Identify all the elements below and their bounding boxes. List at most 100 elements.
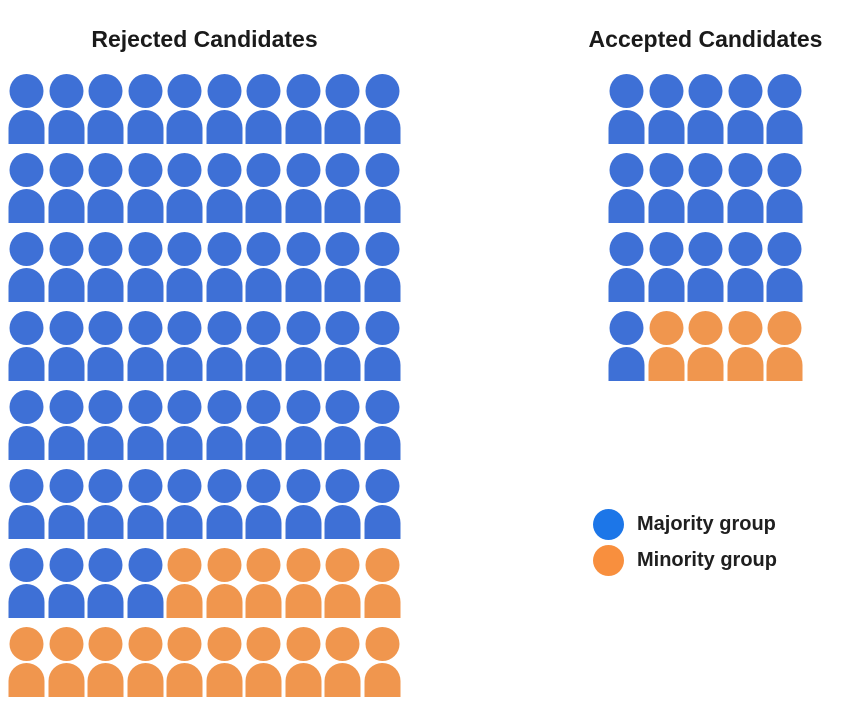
person-icon-minority <box>245 548 282 619</box>
person-icon-majority <box>8 311 45 382</box>
person-icon-majority <box>364 153 400 224</box>
person-icon-majority <box>285 153 321 224</box>
person-icon-majority <box>364 74 400 145</box>
accepted-pictogram-grid <box>608 74 803 382</box>
person-icon-majority <box>648 153 684 224</box>
person-icon-majority <box>245 153 282 224</box>
person-icon-minority <box>324 548 361 619</box>
accepted-chart-title: Accepted Candidates <box>588 26 823 52</box>
person-icon-majority <box>127 74 163 145</box>
person-icon-minority <box>127 627 163 698</box>
person-icon-majority <box>364 311 400 382</box>
person-icon-majority <box>324 390 361 461</box>
person-icon-minority <box>166 548 203 619</box>
person-icon-majority <box>285 469 321 540</box>
person-icon-minority <box>285 548 321 619</box>
person-icon-majority <box>8 469 45 540</box>
person-icon-majority <box>364 469 400 540</box>
person-icon-majority <box>8 153 45 224</box>
person-icon-majority <box>48 311 84 382</box>
person-icon-majority <box>48 469 84 540</box>
person-icon-majority <box>166 469 203 540</box>
person-icon-majority <box>127 232 163 303</box>
person-icon-majority <box>687 232 724 303</box>
person-icon-majority <box>608 311 645 382</box>
person-icon-majority <box>166 232 203 303</box>
person-icon-majority <box>48 390 84 461</box>
pictogram-row <box>8 232 401 303</box>
person-icon-majority <box>48 74 84 145</box>
person-icon-majority <box>206 311 242 382</box>
person-icon-majority <box>687 74 724 145</box>
majority-group-label: Majority group <box>637 513 776 535</box>
legend: Majority group Minority group <box>593 509 777 581</box>
rejected-pictogram-grid <box>8 74 401 698</box>
person-icon-majority <box>245 232 282 303</box>
person-icon-minority <box>285 627 321 698</box>
person-icon-minority <box>648 311 684 382</box>
person-icon-majority <box>127 469 163 540</box>
person-icon-minority <box>206 548 242 619</box>
person-icon-majority <box>324 469 361 540</box>
person-icon-majority <box>127 390 163 461</box>
person-icon-majority <box>766 74 803 145</box>
person-icon-majority <box>87 469 124 540</box>
person-icon-majority <box>206 469 242 540</box>
person-icon-majority <box>166 311 203 382</box>
accepted-candidates-chart: Accepted Candidates <box>589 0 822 390</box>
pictogram-row <box>608 74 803 145</box>
person-icon-majority <box>364 390 400 461</box>
pictogram-row <box>8 153 401 224</box>
person-icon-majority <box>48 548 84 619</box>
majority-group-swatch-icon <box>593 509 624 540</box>
person-icon-majority <box>8 390 45 461</box>
pictogram-row <box>8 548 401 619</box>
person-icon-majority <box>245 469 282 540</box>
person-icon-minority <box>766 311 803 382</box>
person-icon-majority <box>608 74 645 145</box>
person-icon-minority <box>687 311 724 382</box>
person-icon-majority <box>87 390 124 461</box>
minority-group-label: Minority group <box>637 549 777 571</box>
person-icon-majority <box>285 74 321 145</box>
pictogram-row <box>8 627 401 698</box>
pictogram-row <box>8 390 401 461</box>
person-icon-majority <box>245 311 282 382</box>
person-icon-majority <box>166 153 203 224</box>
person-icon-majority <box>324 153 361 224</box>
person-icon-majority <box>127 153 163 224</box>
person-icon-minority <box>87 627 124 698</box>
person-icon-majority <box>87 311 124 382</box>
person-icon-majority <box>766 153 803 224</box>
rejected-candidates-chart: Rejected Candidates <box>8 0 401 706</box>
person-icon-majority <box>206 74 242 145</box>
person-icon-majority <box>245 74 282 145</box>
person-icon-majority <box>324 74 361 145</box>
person-icon-majority <box>87 74 124 145</box>
minority-group-swatch-icon <box>593 545 624 576</box>
person-icon-majority <box>727 232 763 303</box>
person-icon-majority <box>206 153 242 224</box>
person-icon-majority <box>727 74 763 145</box>
person-icon-majority <box>48 153 84 224</box>
person-icon-majority <box>648 74 684 145</box>
person-icon-minority <box>364 627 400 698</box>
person-icon-majority <box>8 232 45 303</box>
person-icon-minority <box>364 548 400 619</box>
person-icon-majority <box>8 74 45 145</box>
person-icon-majority <box>648 232 684 303</box>
pictogram-row <box>608 232 803 303</box>
person-icon-majority <box>766 232 803 303</box>
person-icon-majority <box>206 390 242 461</box>
person-icon-majority <box>206 232 242 303</box>
person-icon-majority <box>608 153 645 224</box>
person-icon-majority <box>608 232 645 303</box>
pictogram-row <box>608 311 803 382</box>
person-icon-majority <box>727 153 763 224</box>
person-icon-minority <box>8 627 45 698</box>
person-icon-minority <box>206 627 242 698</box>
person-icon-majority <box>324 311 361 382</box>
pictogram-row <box>608 153 803 224</box>
person-icon-majority <box>87 153 124 224</box>
